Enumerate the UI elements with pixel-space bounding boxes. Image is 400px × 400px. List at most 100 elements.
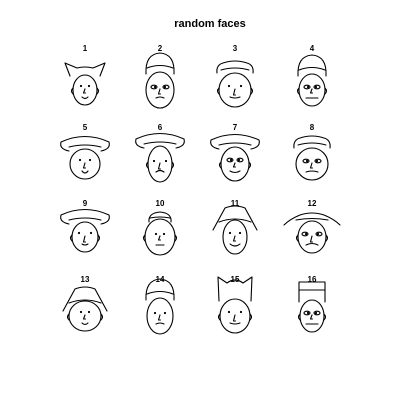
hair-outline bbox=[293, 135, 331, 149]
hair-outline bbox=[212, 205, 258, 231]
head-outline bbox=[299, 299, 325, 333]
mouth bbox=[155, 169, 165, 173]
face-label: 1 bbox=[83, 44, 88, 53]
pupil-left bbox=[305, 159, 309, 163]
ear-right bbox=[249, 313, 253, 321]
ear-left bbox=[217, 313, 221, 321]
face-5: 5 bbox=[60, 123, 110, 180]
nose bbox=[309, 235, 314, 243]
figure-title: random faces bbox=[174, 18, 246, 30]
eye-left bbox=[302, 158, 310, 164]
hair-outline bbox=[148, 211, 172, 223]
pupil-left bbox=[304, 232, 308, 236]
nose bbox=[82, 235, 87, 243]
ear-right bbox=[323, 313, 327, 321]
face-label: 3 bbox=[233, 44, 238, 53]
head-outline bbox=[222, 219, 248, 255]
face-label: 5 bbox=[83, 123, 88, 132]
nose bbox=[309, 162, 314, 169]
pupil-right bbox=[87, 84, 91, 88]
ear-left bbox=[69, 234, 73, 242]
hat-band bbox=[218, 218, 252, 223]
face-2: 2 bbox=[145, 44, 175, 109]
ear-left bbox=[216, 87, 220, 95]
face-4: 4 bbox=[296, 44, 328, 107]
nose bbox=[232, 162, 237, 168]
hair-outline bbox=[216, 60, 254, 74]
mouth bbox=[229, 170, 241, 174]
face-8: 8 bbox=[293, 123, 331, 181]
pupil-left bbox=[227, 310, 231, 314]
head-outline bbox=[297, 220, 327, 254]
pupil-right bbox=[315, 159, 319, 163]
pupil-right bbox=[316, 232, 320, 236]
eye-left bbox=[303, 310, 311, 316]
head-outline bbox=[298, 73, 326, 107]
head-outline bbox=[144, 218, 176, 256]
hat-band bbox=[298, 66, 326, 71]
head-outline bbox=[145, 71, 175, 109]
hair-outline bbox=[62, 286, 108, 312]
nose bbox=[309, 88, 314, 94]
hair-outline bbox=[210, 133, 260, 150]
eye-right bbox=[315, 231, 323, 237]
hat-band bbox=[297, 142, 327, 146]
eye-left bbox=[226, 157, 234, 163]
head-outline bbox=[68, 300, 102, 332]
face-label: 6 bbox=[158, 123, 163, 132]
head-outline bbox=[218, 72, 252, 108]
eye-right bbox=[313, 84, 321, 90]
nose bbox=[157, 162, 162, 170]
nose bbox=[232, 314, 237, 322]
ear-left bbox=[70, 87, 74, 95]
nose bbox=[82, 162, 87, 169]
hat-band bbox=[143, 141, 177, 145]
face-label: 13 bbox=[81, 275, 90, 284]
nose bbox=[82, 314, 87, 320]
ear-right bbox=[96, 87, 100, 95]
face-9: 9 bbox=[60, 199, 110, 253]
mouth bbox=[81, 322, 89, 326]
head-outline bbox=[69, 148, 101, 180]
face-3: 3 bbox=[216, 44, 254, 108]
nose bbox=[232, 88, 237, 96]
ear-right bbox=[97, 234, 101, 242]
hat-band bbox=[68, 217, 102, 221]
ear-right bbox=[248, 161, 252, 169]
face-label: 11 bbox=[231, 199, 240, 208]
nose bbox=[232, 235, 237, 242]
nose bbox=[82, 88, 87, 94]
hair-outline bbox=[64, 62, 106, 77]
pupil-left bbox=[153, 311, 157, 315]
pupil-right bbox=[163, 311, 167, 315]
face-14: 14 bbox=[145, 275, 175, 335]
ear-right bbox=[100, 313, 104, 321]
nose bbox=[157, 314, 162, 321]
hair-outline bbox=[145, 278, 175, 301]
head-outline bbox=[72, 74, 98, 106]
hat-band bbox=[68, 299, 102, 304]
pupil-left bbox=[154, 232, 158, 236]
face-label: 9 bbox=[83, 199, 88, 208]
ear-left bbox=[142, 234, 146, 242]
pupil-right bbox=[164, 159, 168, 163]
pupil-left bbox=[77, 231, 81, 235]
hair-outline bbox=[217, 276, 253, 302]
ear-left bbox=[66, 313, 70, 321]
mouth bbox=[229, 96, 241, 99]
hat-band bbox=[146, 290, 174, 295]
face-7: 7 bbox=[210, 123, 260, 182]
pupil-left bbox=[153, 85, 157, 89]
hat-band bbox=[68, 144, 102, 148]
head-outline bbox=[295, 147, 329, 181]
mouth bbox=[305, 242, 319, 246]
pupil-right bbox=[89, 231, 93, 235]
eye-right bbox=[236, 157, 244, 163]
pupil-right bbox=[237, 158, 241, 162]
hat-band bbox=[146, 64, 174, 69]
nose bbox=[309, 314, 314, 320]
face-label: 8 bbox=[310, 123, 315, 132]
mouth bbox=[305, 170, 319, 173]
